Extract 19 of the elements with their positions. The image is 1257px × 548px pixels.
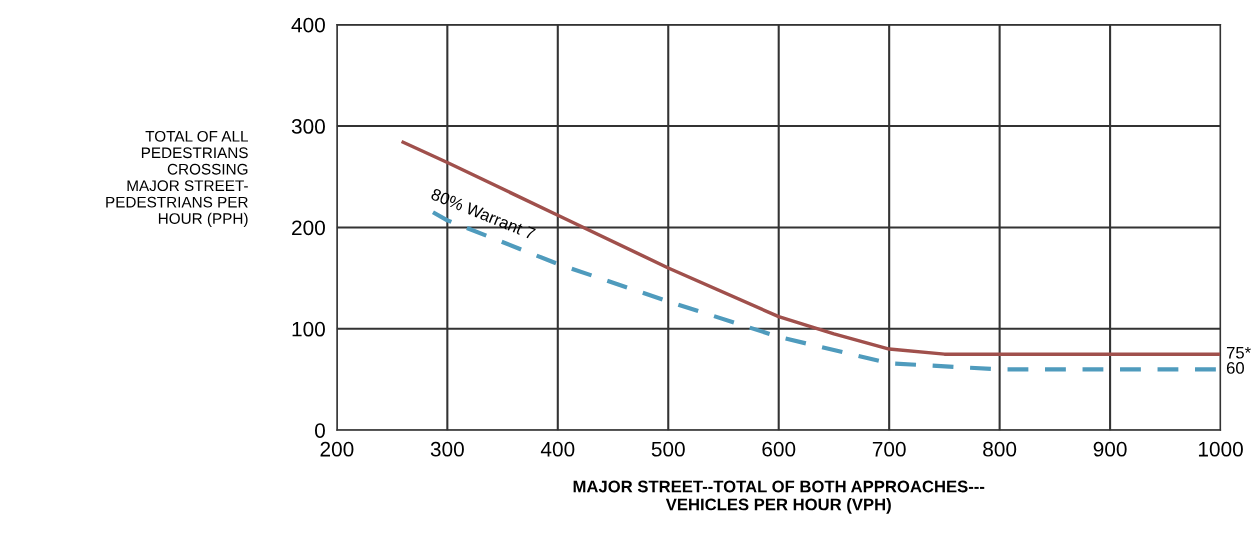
x-tick-label: 700 — [872, 441, 906, 457]
y-tick-label: 200 — [292, 220, 325, 236]
line-series — [401, 140, 1221, 356]
x-tick-label: 800 — [983, 441, 1017, 457]
y-tick-label: 0 — [314, 423, 325, 438]
x-tick-label: 1000 — [1198, 441, 1243, 457]
annotation: 60 — [1226, 362, 1244, 374]
x-tick-label: 600 — [762, 441, 796, 457]
x-tick-label: 900 — [1093, 441, 1127, 457]
x-tick-label: 500 — [651, 441, 685, 457]
y-tick-label: 100 — [292, 321, 325, 337]
y-tick-label: 400 — [291, 17, 325, 33]
x-tick-label: 200 — [320, 441, 354, 457]
y-tick-label: 300 — [291, 119, 325, 134]
x-tick-label: 400 — [540, 441, 575, 457]
annotation: 75* — [1226, 346, 1251, 359]
y-axis-title: TOTAL OF ALL PEDESTRIANS CROSSING MAJOR STREET- PEDESTRIANS PER HOUR (PPH) — [106, 130, 249, 228]
x-axis-title: MAJOR STREET--TOTAL OF BOTH APPROACHES--- VEHICLES PER HOUR (VPH) — [573, 480, 985, 514]
x-tick-label: 300 — [430, 441, 464, 457]
